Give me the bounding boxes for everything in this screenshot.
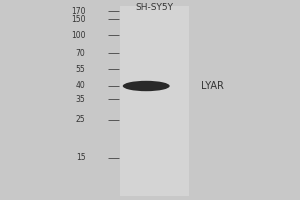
Text: 150: 150	[71, 15, 85, 23]
Text: 35: 35	[76, 95, 85, 104]
Text: 55: 55	[76, 64, 85, 73]
Text: 100: 100	[71, 30, 85, 40]
Text: 40: 40	[76, 81, 85, 90]
Text: 15: 15	[76, 154, 86, 162]
Text: LYAR: LYAR	[201, 81, 224, 91]
Ellipse shape	[123, 81, 170, 91]
Text: 70: 70	[76, 48, 85, 58]
Text: 25: 25	[76, 116, 86, 124]
Text: SH-SY5Y: SH-SY5Y	[136, 3, 173, 12]
Text: 170: 170	[71, 6, 85, 16]
Bar	[120, 6, 189, 196]
